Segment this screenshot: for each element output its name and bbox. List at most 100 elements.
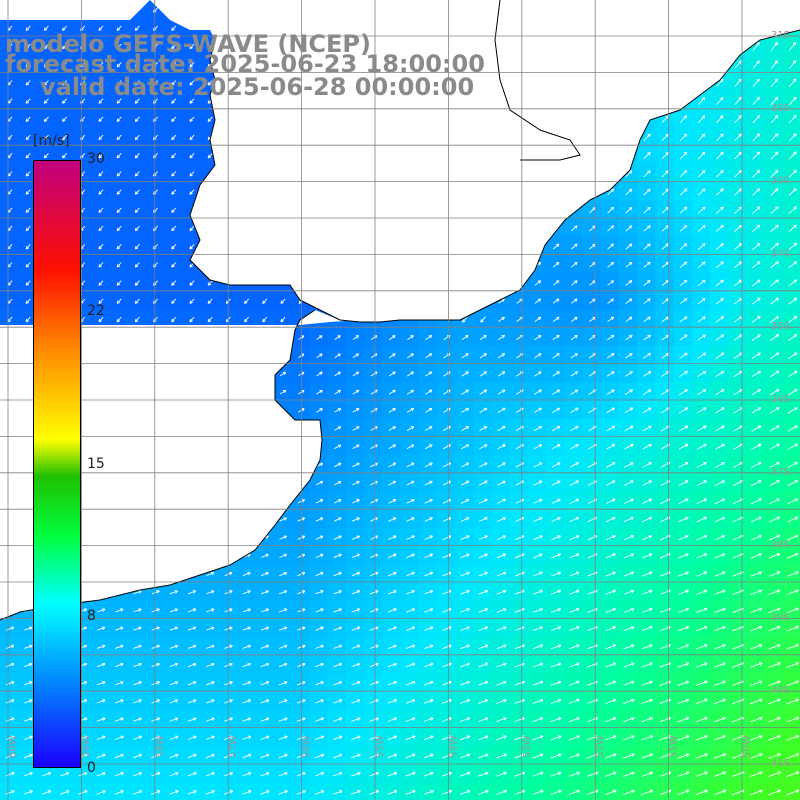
wind-arrow xyxy=(552,316,560,322)
speed-cell xyxy=(455,345,474,365)
speed-cell xyxy=(182,691,201,711)
wind-arrow xyxy=(770,279,779,287)
wind-arrow xyxy=(752,151,761,160)
speed-cell xyxy=(509,709,529,729)
speed-cell xyxy=(127,673,147,693)
speed-cell xyxy=(436,473,456,492)
speed-cell xyxy=(327,691,347,711)
wind-arrow xyxy=(770,242,779,251)
speed-cell xyxy=(582,491,602,511)
wind-arrow xyxy=(134,134,140,141)
speed-cell xyxy=(546,673,565,693)
speed-cell xyxy=(655,364,674,383)
wind-arrow xyxy=(752,279,761,287)
lon-label: 52W xyxy=(595,735,606,758)
speed-cell xyxy=(691,728,711,747)
speed-cell xyxy=(0,91,19,110)
speed-cell xyxy=(673,436,693,456)
wind-arrow xyxy=(25,189,31,195)
wind-arrow xyxy=(788,206,797,215)
speed-cell xyxy=(382,364,401,383)
speed-cell xyxy=(709,345,729,365)
speed-cell xyxy=(200,655,219,674)
speed-cell xyxy=(782,273,800,292)
speed-cell xyxy=(291,564,310,583)
speed-cell xyxy=(109,728,128,747)
speed-cell xyxy=(364,364,383,383)
speed-cell xyxy=(564,345,583,365)
wind-arrow xyxy=(788,261,798,269)
speed-cell xyxy=(455,418,474,438)
speed-cell xyxy=(91,618,110,638)
wind-arrow xyxy=(643,206,651,214)
wind-arrow xyxy=(171,134,177,141)
speed-cell xyxy=(673,400,693,420)
wind-arrow xyxy=(62,116,68,122)
speed-cell xyxy=(618,218,638,238)
speed-cell xyxy=(109,673,128,693)
speed-cell xyxy=(163,145,183,165)
speed-cell xyxy=(291,400,310,420)
wind-arrow xyxy=(462,316,468,323)
wind-arrow xyxy=(625,316,633,323)
speed-cell xyxy=(382,764,401,784)
speed-cell xyxy=(691,637,711,656)
speed-cell xyxy=(345,709,365,729)
speed-cell xyxy=(564,618,583,638)
wind-arrow xyxy=(716,96,724,105)
wind-arrow xyxy=(734,188,743,196)
wind-arrow xyxy=(43,61,49,68)
wind-arrow xyxy=(788,151,797,160)
speed-cell xyxy=(400,473,420,492)
speed-cell xyxy=(764,109,784,128)
speed-cell xyxy=(72,782,92,800)
speed-cell xyxy=(618,418,638,438)
speed-cell xyxy=(509,327,529,347)
wind-arrow xyxy=(43,152,49,159)
speed-cell xyxy=(163,582,183,602)
speed-cell xyxy=(400,546,420,565)
speed-cell xyxy=(182,36,201,56)
speed-cell xyxy=(0,746,19,765)
wind-arrow xyxy=(571,261,578,268)
speed-cell xyxy=(91,36,110,56)
speed-cell xyxy=(0,728,19,747)
speed-cell xyxy=(600,782,620,800)
speed-cell xyxy=(618,382,638,401)
speed-cell xyxy=(72,145,92,165)
speed-cell xyxy=(0,709,19,729)
wind-arrow xyxy=(752,224,761,233)
speed-cell xyxy=(327,746,347,765)
wind-arrow xyxy=(571,243,578,250)
speed-cell xyxy=(509,618,529,638)
speed-cell xyxy=(455,655,474,674)
speed-cell xyxy=(327,418,347,438)
speed-cell xyxy=(527,564,547,583)
wind-arrow xyxy=(25,116,31,122)
speed-cell xyxy=(436,564,456,583)
speed-cell xyxy=(0,655,19,674)
speed-cell xyxy=(309,728,329,747)
speed-cell xyxy=(182,91,201,110)
speed-cell xyxy=(382,418,401,438)
wind-arrow xyxy=(171,243,177,250)
speed-cell xyxy=(364,455,383,474)
wind-arrow xyxy=(207,80,213,86)
speed-cell xyxy=(764,182,784,201)
speed-cell xyxy=(746,691,765,711)
speed-cell xyxy=(746,546,765,565)
speed-cell xyxy=(637,728,656,747)
speed-cell xyxy=(618,182,638,201)
speed-cell xyxy=(637,345,656,365)
wind-arrow xyxy=(570,316,578,322)
speed-cell xyxy=(473,655,492,674)
speed-cell xyxy=(746,109,765,128)
speed-cell xyxy=(491,691,511,711)
speed-cell xyxy=(218,782,238,800)
wind-arrow xyxy=(534,316,542,322)
speed-cell xyxy=(0,54,19,74)
speed-cell xyxy=(709,618,729,638)
speed-cell xyxy=(491,582,511,602)
speed-cell xyxy=(582,291,602,310)
speed-cell xyxy=(218,691,238,711)
